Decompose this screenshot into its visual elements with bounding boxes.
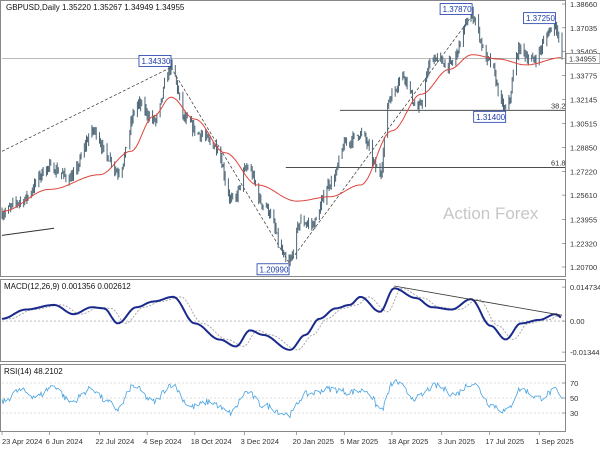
price-label-box [138,55,172,67]
macd-axis-ticks: 0.014734 0.00 -0.013442 [562,283,600,357]
date-axis: 23 Apr 2024 6 Jun 2024 22 Jul 2024 4 Sep 20… [1,432,574,446]
price-label-box [523,12,556,25]
price-label-box [256,263,290,276]
macd-tick-label: -0.013442 [570,348,600,357]
y-tick-label: 1.25610 [570,191,597,200]
rsi-line [1,379,563,419]
y-tick-label: 1.28850 [570,144,597,153]
watermark: Action Forex [443,204,539,223]
trendline [1,67,172,152]
macd-line [1,287,562,351]
macd-panel-title: MACD(12,26,9) 0.001356 0.002612 [4,282,131,291]
price-label: 1.37870 [443,5,472,14]
x-tick-label: 22 Jul 2024 [95,437,134,446]
x-tick-label: 3 Jun 2025 [438,437,475,446]
x-tick-label: 18 Oct 2024 [191,437,232,446]
trendline [1,227,55,236]
macd-tick-label: 0.014734 [570,283,600,292]
macd-tick-label: 0.00 [570,317,585,326]
price-axis-ticks: 1.38660 1.37035 1.35405 1.33775 1.32145 1.305… [562,0,597,272]
y-tick-label: 1.30515 [570,119,597,128]
rsi-panel-title: RSI(14) 48.2102 [4,367,63,376]
price-panel-frame [0,0,566,277]
price-label-box [473,110,507,123]
current-price-box [565,52,600,64]
y-tick-label: 1.38660 [570,0,597,9]
y-tick-label: 1.33775 [570,72,597,81]
y-tick-label: 1.35405 [570,48,597,57]
current-price-tag: 1.34955 [565,52,600,64]
x-tick-label: 5 Mar 2025 [340,437,378,446]
price-label: 1.20990 [260,265,289,274]
y-tick-label: 1.32145 [570,95,597,104]
x-tick-label: 3 Dec 2024 [241,437,279,446]
y-tick-label: 1.22320 [570,239,597,248]
price-panel-title: GBPUSD,Daily 1.35220 1.35267 1.34949 1.3… [6,3,185,12]
y-tick-label: 1.20700 [570,263,597,272]
x-tick-label: 20 Jan 2025 [293,437,334,446]
rsi-tick-label: 30 [570,409,578,418]
y-tick-label: 1.37035 [570,24,597,33]
price-label: 1.34330 [141,57,170,66]
x-tick-label: 4 Sep 2024 [143,437,181,446]
current-price-label: 1.34955 [569,54,596,63]
fib-level-label: 61.8 [551,158,566,167]
fib-level-label: 38.2 [551,101,566,110]
price-bars [1,6,563,267]
price-label: 1.31400 [476,113,505,122]
x-tick-label: 18 Apr 2025 [388,437,428,446]
macd-panel-frame [0,279,566,362]
rsi-axis-ticks: 70 50 30 [562,379,578,418]
x-tick-label: 17 Jul 2025 [485,437,524,446]
price-annotations: 1.34330 1.20990 1.37870 1.37250 1.31400 [138,3,556,276]
x-tick-label: 1 Sep 2025 [535,437,573,446]
price-label-box [439,3,473,15]
trendline [170,67,290,263]
y-tick-label: 1.23955 [570,215,597,224]
x-tick-label: 23 Apr 2024 [2,437,42,446]
price-label: 1.37250 [526,14,555,23]
macd-trendline [394,285,563,316]
fibonacci-levels: 38.2 61.8 [285,101,566,168]
rsi-tick-label: 70 [570,379,578,388]
rsi-tick-label: 50 [570,394,578,403]
y-tick-label: 1.27220 [570,168,597,177]
moving-average-line [1,54,561,212]
rsi-guides [2,382,565,414]
x-tick-label: 6 Jun 2024 [46,437,83,446]
